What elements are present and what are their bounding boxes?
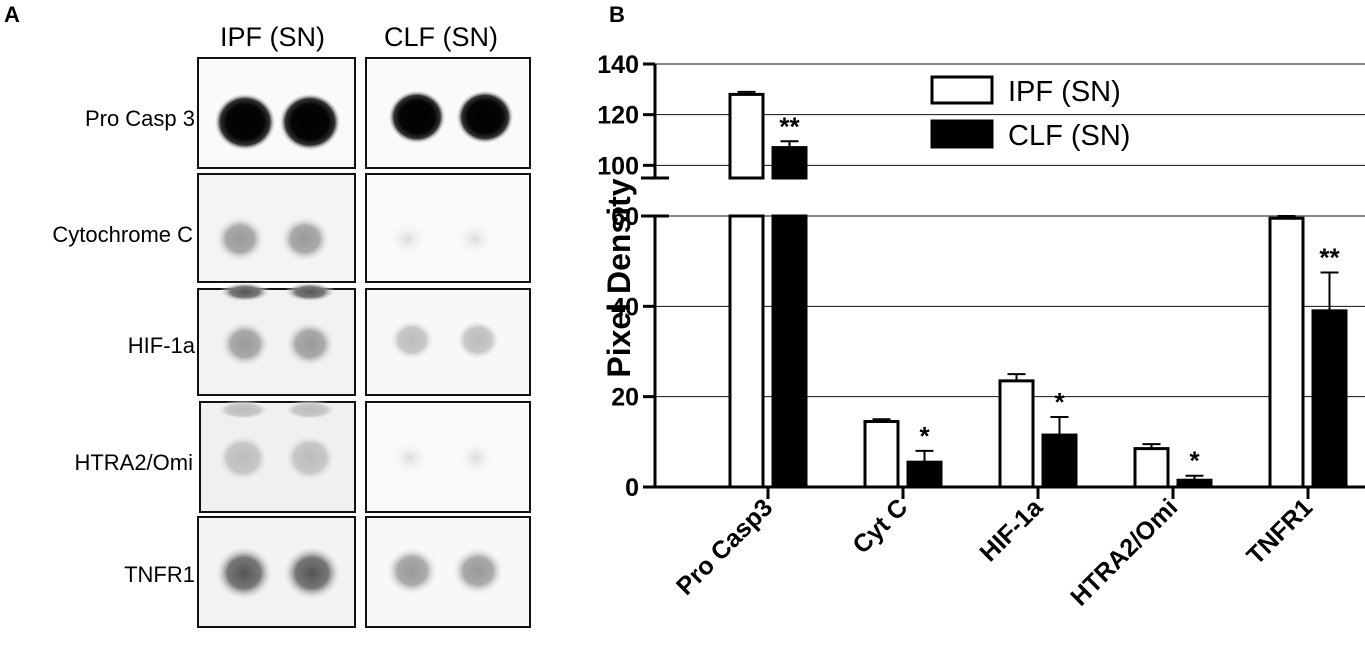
y-tick-label: 60 [611, 203, 639, 231]
y-tick-label: 0 [625, 474, 639, 502]
significance-marker: * [919, 421, 930, 451]
bar [998, 379, 1035, 489]
panel-a-letter: A [4, 2, 20, 27]
significance-marker: ** [779, 111, 800, 141]
panel-b-letter: B [609, 2, 625, 27]
bar [771, 146, 808, 180]
x-tick-label: Cyt C [847, 493, 913, 559]
column-header-ipf: IPF (SN) [220, 22, 325, 52]
y-tick-label: 20 [611, 384, 639, 412]
bar [863, 420, 900, 489]
y-tick-label: 100 [597, 152, 639, 180]
bar [1311, 309, 1348, 489]
y-tick-label: 140 [597, 51, 639, 79]
y-tick-label: 120 [597, 102, 639, 130]
y-tick-label: 40 [611, 293, 639, 321]
x-tick-label: HIF-1a [974, 493, 1049, 568]
bar [906, 460, 943, 489]
significance-marker: * [1054, 387, 1065, 417]
legend-label: CLF (SN) [1008, 120, 1130, 152]
bar [1041, 433, 1078, 489]
bar [771, 214, 808, 489]
blot-row-label-hif1a: HIF-1a [127, 333, 195, 358]
legend-swatch [930, 119, 994, 149]
y-axis-label: Pixel Density [601, 178, 637, 377]
blot-array-image [197, 57, 531, 628]
x-tick-label: HTRA2/Omi [1065, 493, 1183, 611]
x-tick-label: Pro Casp3 [671, 493, 778, 600]
x-tick-label: TNFR1 [1241, 493, 1318, 570]
blot-row-label-htra2: HTRA2/Omi [74, 450, 193, 475]
blot-row-label-tnfr1: TNFR1 [124, 562, 195, 587]
blot-row-label-cytochrome-c: Cytochrome C [52, 222, 193, 247]
bar [728, 92, 765, 180]
bar [1133, 447, 1170, 489]
bar [728, 214, 765, 489]
legend-label: IPF (SN) [1008, 76, 1121, 108]
significance-marker: * [1189, 446, 1200, 476]
blot-row-label-pro-casp3: Pro Casp 3 [84, 106, 195, 131]
legend-swatch [930, 75, 994, 105]
column-header-clf: CLF (SN) [384, 22, 498, 52]
bar [1268, 216, 1305, 489]
significance-marker: ** [1319, 242, 1340, 272]
